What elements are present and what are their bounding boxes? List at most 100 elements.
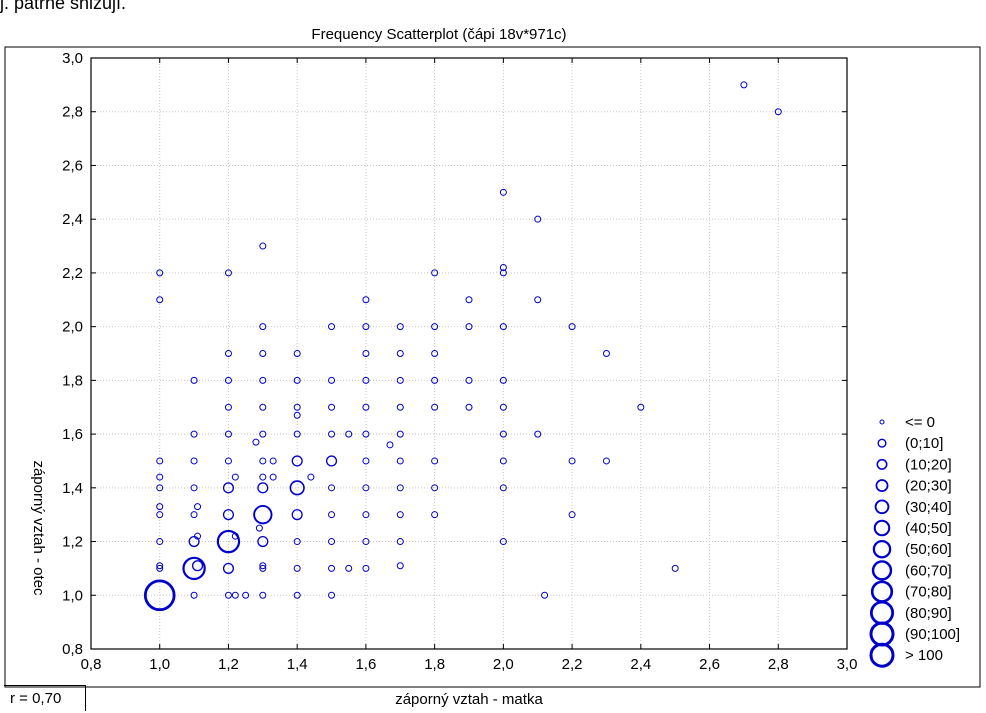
x-tick-label: 2,8	[768, 656, 789, 673]
data-point	[231, 532, 239, 540]
data-point	[156, 564, 164, 572]
data-point	[362, 430, 370, 438]
legend: <= 0 (0;10] (10;20] (20;30] (30;40] (40;50] (5…	[869, 414, 960, 668]
correlation-label: r = 0,70	[4, 685, 86, 711]
data-point	[431, 457, 439, 465]
data-point	[231, 473, 239, 481]
legend-marker	[869, 600, 895, 625]
data-point	[328, 376, 336, 384]
data-point	[259, 430, 267, 438]
data-point	[216, 529, 241, 554]
data-point	[269, 473, 277, 481]
data-point	[259, 473, 267, 481]
legend-label: (40;50]	[905, 520, 952, 537]
legend-label: (60;70]	[905, 562, 952, 579]
legend-marker	[873, 519, 891, 537]
data-point	[259, 403, 267, 411]
data-point	[431, 484, 439, 492]
data-point	[156, 511, 164, 519]
data-point	[499, 269, 507, 277]
data-point	[259, 323, 267, 331]
data-point	[293, 411, 301, 419]
data-point	[194, 532, 202, 540]
grid-lines	[90, 57, 848, 650]
data-point	[190, 430, 198, 438]
data-point	[291, 509, 303, 521]
data-point	[328, 323, 336, 331]
data-point	[568, 511, 576, 519]
data-point	[190, 484, 198, 492]
data-point	[431, 323, 439, 331]
data-point	[499, 538, 507, 546]
data-point	[431, 511, 439, 519]
data-point	[253, 505, 273, 525]
data-points	[143, 81, 782, 612]
data-point	[259, 376, 267, 384]
data-point	[534, 215, 542, 223]
data-point	[396, 430, 404, 438]
data-point	[362, 484, 370, 492]
data-point	[293, 538, 301, 546]
data-point	[259, 457, 267, 465]
legend-label: > 100	[905, 647, 943, 664]
data-point	[499, 484, 507, 492]
data-point	[257, 535, 269, 548]
legend-label: (80;90]	[905, 605, 952, 622]
data-point	[568, 457, 576, 465]
data-point	[156, 538, 164, 546]
x-tick-label: 2,4	[630, 656, 651, 673]
x-tick-label: 3,0	[837, 656, 858, 673]
data-point	[190, 457, 198, 465]
data-point	[362, 350, 370, 357]
y-axis-label: záporný vztah - otec	[30, 460, 47, 596]
data-point	[293, 403, 301, 411]
data-point	[259, 350, 267, 357]
legend-label: (10;20]	[905, 456, 952, 473]
data-point	[293, 350, 301, 357]
data-point	[222, 509, 235, 521]
data-point	[293, 430, 301, 438]
data-point	[156, 503, 164, 511]
legend-marker	[871, 560, 893, 581]
data-point	[328, 538, 336, 546]
data-point	[396, 484, 404, 492]
y-tick-label: 2,0	[62, 319, 83, 336]
legend-marker	[877, 438, 887, 448]
data-point	[259, 564, 267, 572]
legend-marker	[869, 621, 895, 647]
data-point	[328, 591, 336, 599]
data-point	[499, 376, 507, 384]
data-point	[396, 538, 404, 546]
data-point	[774, 108, 782, 116]
data-point	[224, 430, 232, 438]
data-point	[289, 480, 305, 496]
data-point	[362, 376, 370, 384]
data-point	[190, 591, 198, 599]
data-point	[396, 403, 404, 411]
legend-marker	[870, 580, 894, 603]
data-point	[362, 511, 370, 519]
data-point	[156, 296, 164, 304]
legend-marker	[872, 539, 892, 559]
data-point	[671, 564, 679, 572]
data-point	[345, 430, 353, 438]
data-point	[465, 296, 473, 304]
data-point	[224, 269, 232, 277]
data-point	[362, 323, 370, 331]
data-point	[156, 269, 164, 277]
data-point	[328, 511, 336, 519]
data-point	[291, 455, 303, 467]
y-tick-label: 2,4	[62, 211, 83, 228]
data-point	[396, 511, 404, 519]
y-tick-label: 2,8	[62, 104, 83, 121]
data-point	[257, 482, 269, 494]
data-point	[602, 457, 610, 465]
data-point	[396, 457, 404, 465]
data-point	[534, 296, 542, 304]
data-point	[465, 323, 473, 331]
data-point	[191, 560, 204, 572]
data-point	[499, 264, 507, 272]
data-point	[194, 503, 202, 511]
data-point	[224, 457, 232, 465]
